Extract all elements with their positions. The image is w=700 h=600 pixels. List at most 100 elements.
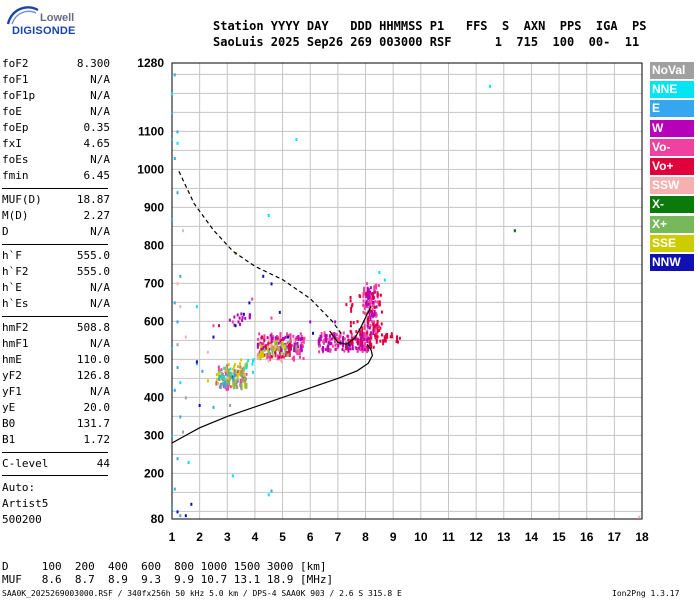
echo-vominus-point [338,335,341,342]
echo-vominus-point [215,380,218,384]
echo-w-point [301,337,304,341]
echo-vominus-point [373,326,376,333]
echo-nne-point [251,362,254,366]
echo-w-point [281,337,284,341]
echo-vominus-point [362,299,365,303]
echo-vominus-point [370,333,373,337]
echo-nnw-point [190,502,193,506]
x-tick-label: 4 [252,530,259,544]
echo-vominus-point [279,356,282,360]
echo-vominus-point [336,342,339,346]
echo-w-point [279,346,282,350]
echo-w-point [300,345,303,349]
echo-voplus-point [360,338,363,345]
param-name: h`E [2,281,22,294]
echo-voplus-point [380,310,383,314]
echo-ssw-point [638,515,641,519]
echo-voplus-point [396,335,399,342]
echo-voplus-point [280,339,283,343]
echo-vominus-point [291,357,294,361]
chart-grid [171,62,643,520]
echo-nne-point [378,271,381,274]
echo-voplus-point [356,338,359,345]
echo-voplus-point [396,340,399,344]
param-value: N/A [90,89,110,102]
echo-w-point [297,335,300,342]
echo-vominus-point [362,310,365,314]
legend-item-xminus: X- [650,196,694,214]
echo-vominus-point [323,331,326,338]
autoscale-artist: Artist5 [2,497,49,510]
param-name: hmF2 [2,321,29,334]
echo-xplus-point [241,370,244,377]
echo-xplus-point [243,378,246,382]
echo-nne-point [243,367,246,371]
echo-w-point [293,346,296,350]
echo-w-point [373,309,376,316]
echo-vominus-point [225,388,228,392]
echo-w-point [351,347,354,351]
echo-voplus-point [370,309,373,313]
echo-vominus-point [370,300,373,304]
echo-nne-point [295,138,298,141]
echo-w-point [365,338,368,342]
echo-ssw-point [293,339,296,343]
echo-vominus-point [371,320,374,324]
param-row-fmin: fmin 6.45 [2,169,110,185]
echo-e-point [195,362,198,366]
echo-voplus-point [286,351,289,355]
echo-vominus-point [326,345,329,352]
echo-vominus-point [329,349,332,353]
echo-sse-point [225,377,228,381]
echo-nne-point [383,278,386,282]
echo-e-point [179,274,182,278]
echo-w-point [342,341,345,348]
legend-item-voplus: Vo+ [650,158,694,175]
x-tick-label: 8 [362,530,369,544]
echo-w-point [325,334,328,338]
echo-vominus-point [334,343,337,347]
echo-vominus-point [233,368,236,372]
echo-nnw-point [248,301,251,305]
echo-vominus-point [373,285,376,292]
echo-vominus-point [289,339,292,343]
param-value: 0.35 [83,121,111,134]
echo-vominus-point [329,348,332,352]
echo-voplus-point [350,306,353,313]
echo-sse-point [274,340,277,347]
echo-sse-point [259,350,262,357]
header-labels: Station YYYY DAY DDD HHMMSS P1 FFS S AXN… [213,19,647,33]
echo-nnw-point [347,343,350,347]
echo-w-point [309,320,312,324]
param-row-foes: foEs N/A [2,153,110,169]
echo-voplus-point [345,344,348,351]
x-tick-label: 11 [442,530,455,544]
echo-nnw-point [242,312,245,316]
echo-w-point [365,299,368,303]
echo-xplus-point [282,352,285,356]
echo-w-point [364,301,367,305]
dashed-profile-curve [178,171,344,337]
echo-nne-point [179,381,182,385]
echo-vominus-point [234,372,237,376]
x-tick-label: 7 [335,530,342,544]
echo-voplus-point [379,293,382,297]
x-tick-label: 17 [608,530,622,544]
echo-noval-point [184,396,187,400]
echo-w-point [367,302,370,306]
echo-w-point [328,334,331,338]
param-name: B0 [2,417,16,430]
echo-ssw-point [257,356,260,360]
autoscale-label: Auto: [2,481,36,494]
echo-voplus-point [380,322,383,326]
echo-vominus-point [363,306,366,310]
x-tick-label: 3 [224,530,231,544]
echo-e-point [171,138,173,141]
y-tick-label: 400 [144,390,164,404]
echo-voplus-point [378,328,381,332]
echo-w-point [337,344,340,348]
param-row-hf2: h`F2 555.0 [2,265,110,281]
echo-vominus-point [356,349,359,353]
echo-voplus-point [288,353,291,357]
echo-vominus-point [365,282,368,286]
